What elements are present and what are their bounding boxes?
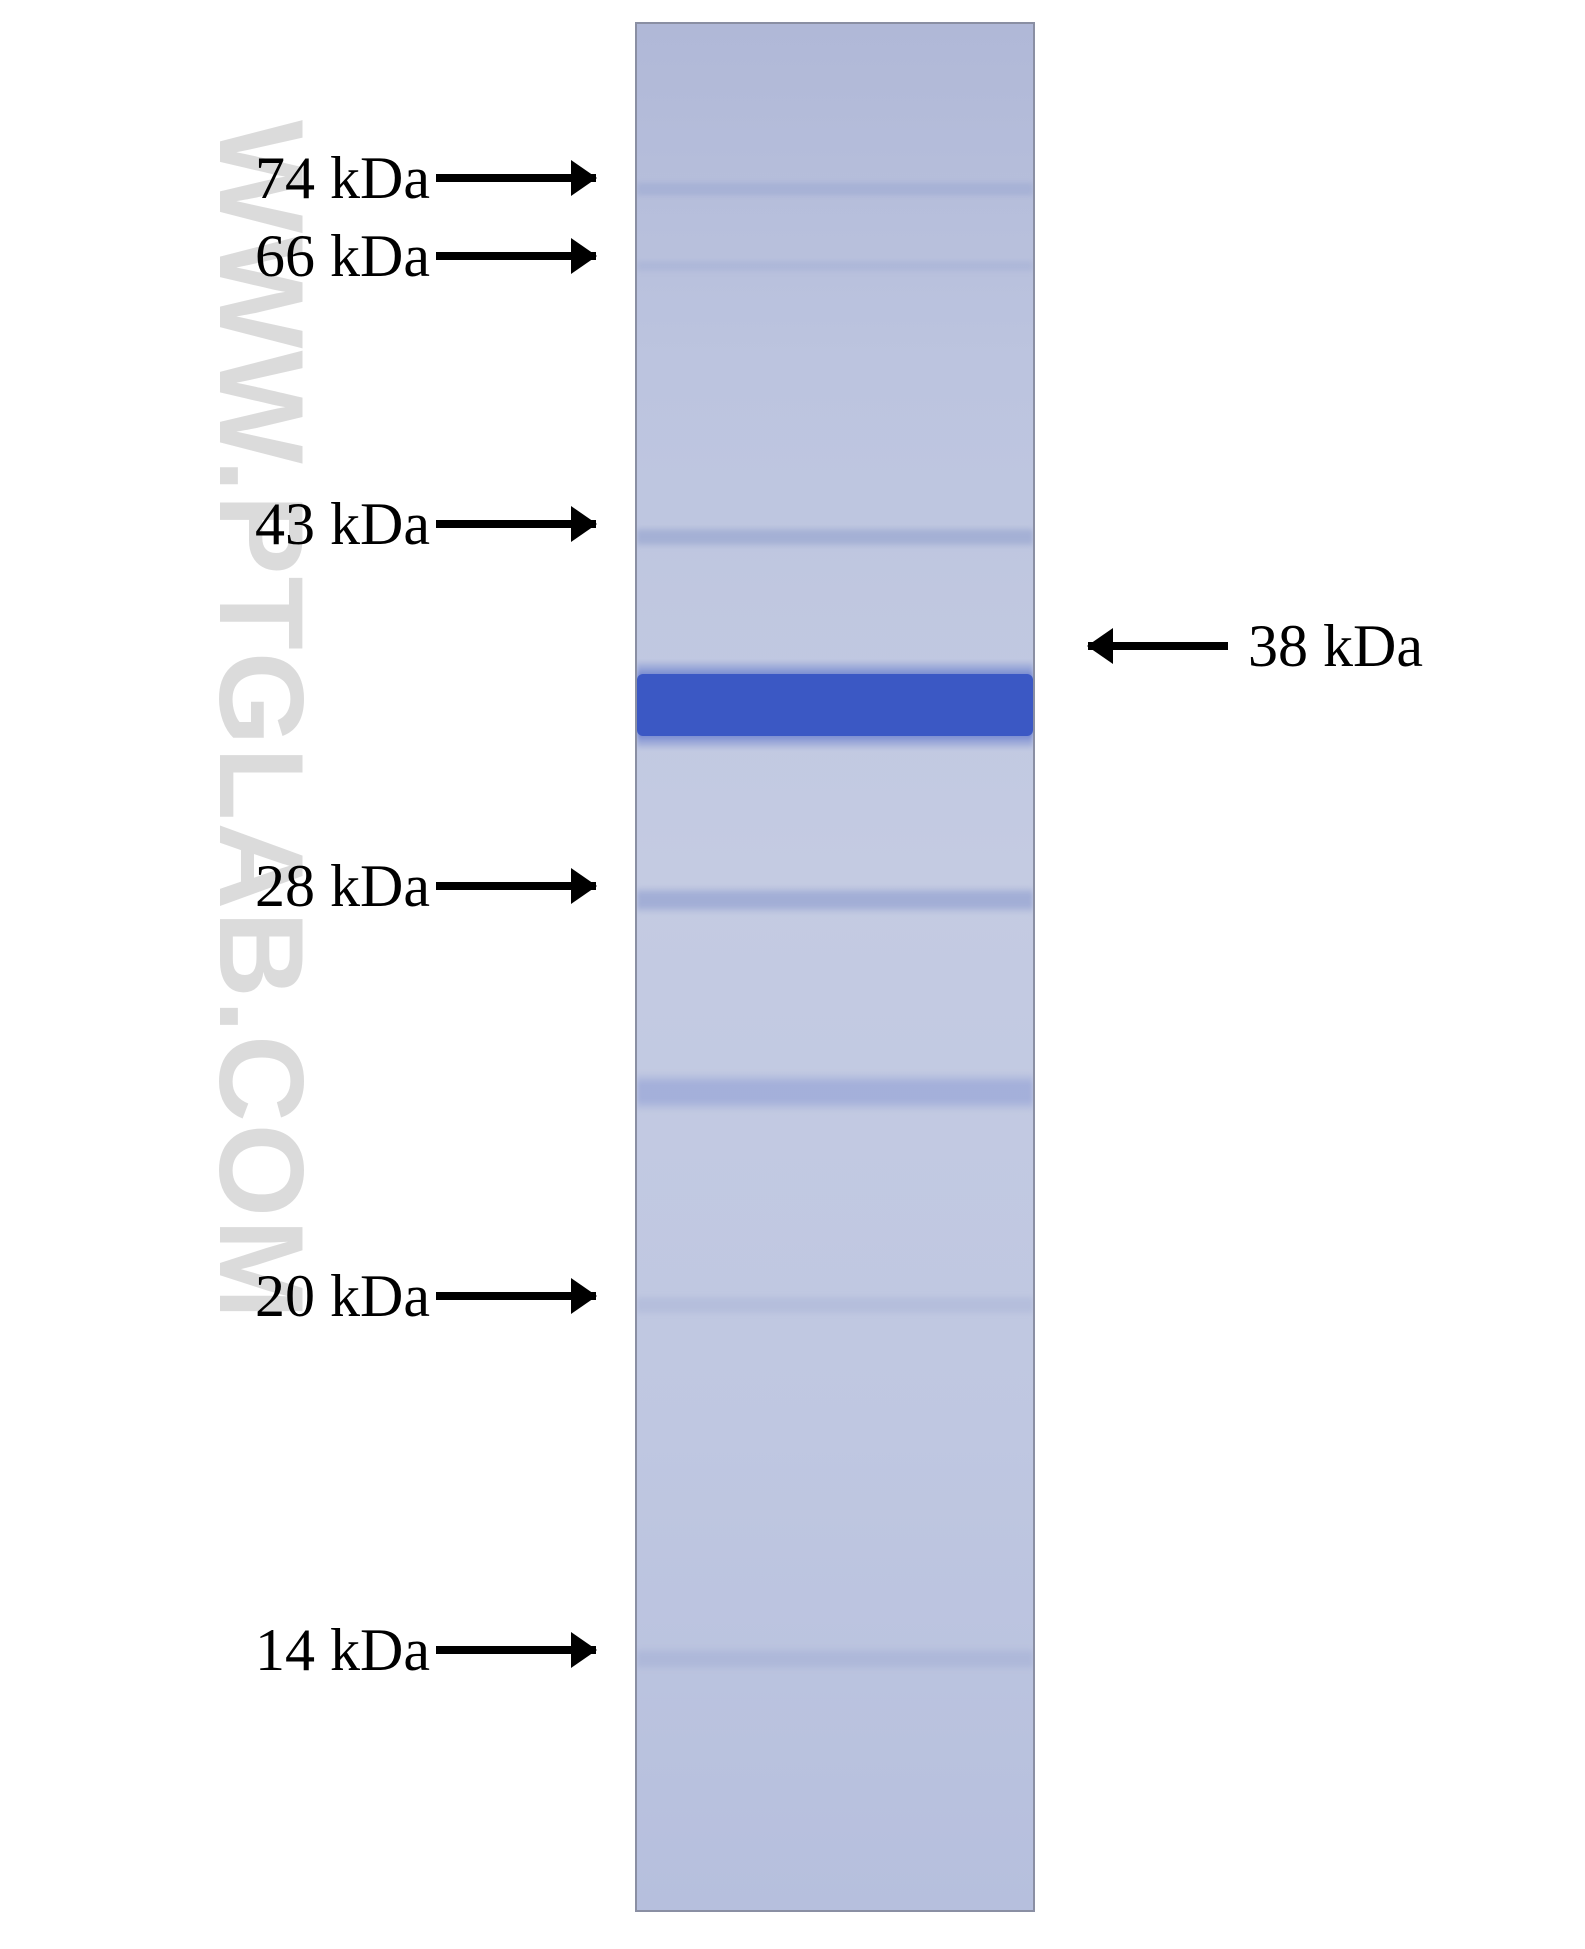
- arrow-left-icon: [436, 252, 596, 260]
- watermark-text: WWW.PTGLAB.COM: [192, 120, 330, 1321]
- lane-background: [637, 24, 1033, 1910]
- arrow-left-icon: [436, 1292, 596, 1300]
- protein-band-label: 38 kDa: [1088, 611, 1423, 681]
- band-marker-14: [637, 1647, 1033, 1671]
- band-marker-74: [637, 180, 1033, 198]
- band-mid-faint: [637, 1072, 1033, 1112]
- arrow-left-icon: [436, 520, 596, 528]
- band-marker-43: [637, 526, 1033, 548]
- marker-label-3: 28 kDa: [0, 851, 622, 921]
- arrow-right-icon: [1088, 642, 1228, 650]
- marker-text: 66 kDa: [0, 222, 430, 291]
- band-protein-main-core: [637, 674, 1033, 736]
- band-marker-20: [637, 1294, 1033, 1316]
- protein-band-text: 38 kDa: [1248, 612, 1423, 681]
- gel-figure: WWW.PTGLAB.COM 74 kDa 66 kDa 43 kDa 28 kDa 2…: [0, 0, 1585, 1949]
- arrow-left-icon: [436, 1646, 596, 1654]
- arrow-left-icon: [436, 882, 596, 890]
- gel-lane: [635, 22, 1035, 1912]
- marker-label-4: 20 kDa: [0, 1261, 622, 1331]
- marker-text: 74 kDa: [0, 144, 430, 213]
- arrow-left-icon: [436, 174, 596, 182]
- marker-label-2: 43 kDa: [0, 489, 622, 559]
- band-marker-28: [637, 886, 1033, 914]
- band-marker-66: [637, 259, 1033, 273]
- marker-text: 20 kDa: [0, 1262, 430, 1331]
- marker-text: 14 kDa: [0, 1616, 430, 1685]
- marker-text: 43 kDa: [0, 490, 430, 559]
- marker-text: 28 kDa: [0, 852, 430, 921]
- marker-label-0: 74 kDa: [0, 143, 622, 213]
- marker-label-1: 66 kDa: [0, 221, 622, 291]
- marker-label-5: 14 kDa: [0, 1615, 622, 1685]
